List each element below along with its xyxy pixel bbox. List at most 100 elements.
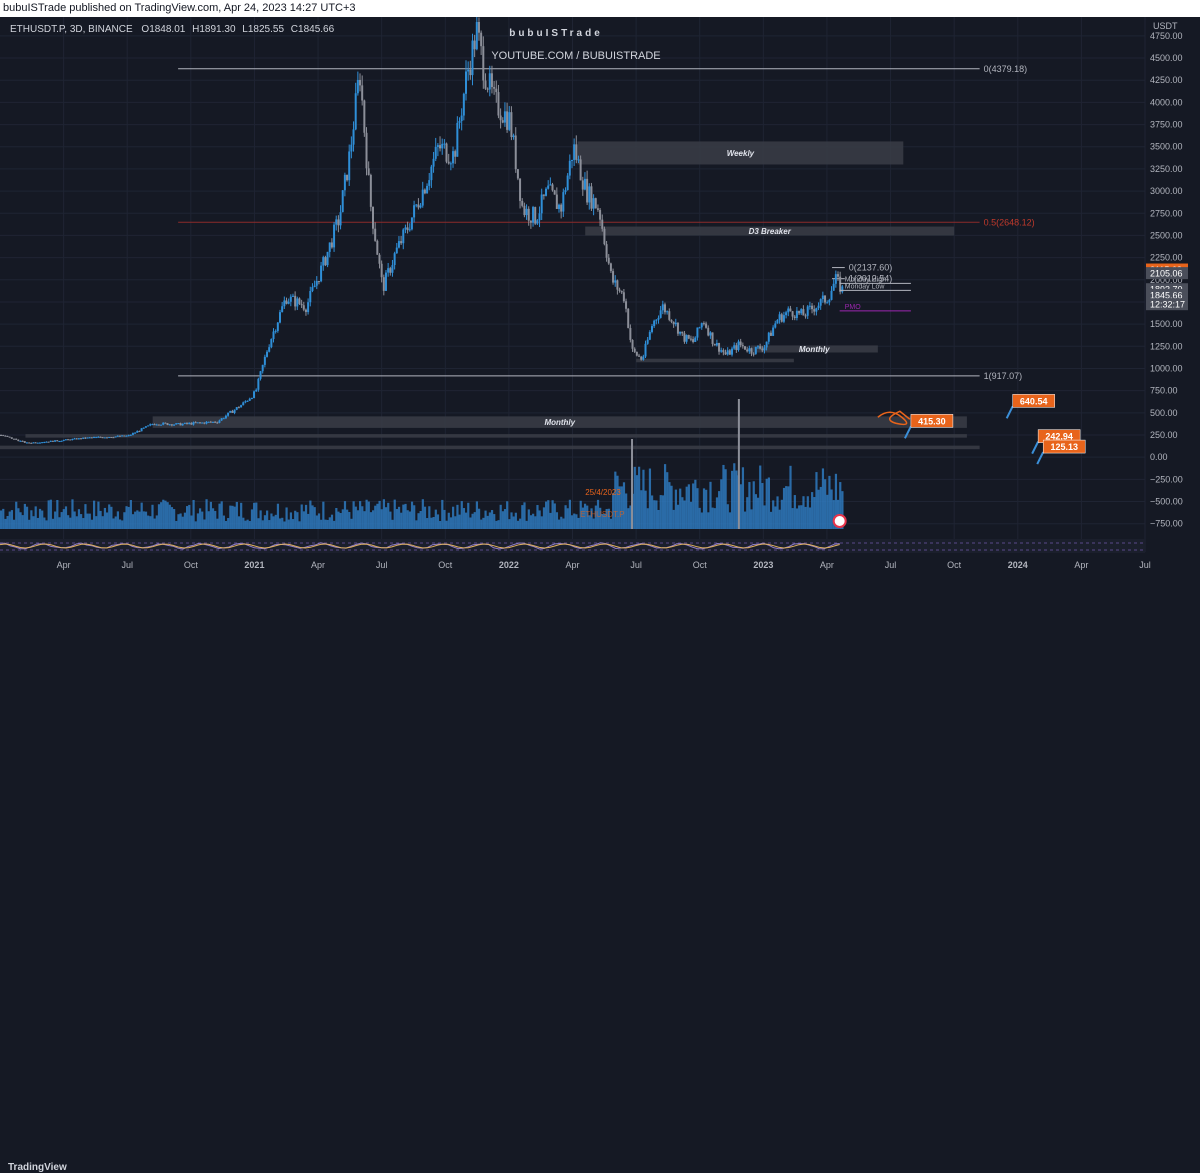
candle-body [523,205,526,216]
volume-bar [101,516,104,529]
candle-body [229,410,232,413]
candle-body [410,217,413,230]
candle-body [534,207,537,224]
volume-bar [648,468,652,529]
candle-body [670,319,673,322]
volume-bar [276,503,280,529]
volume-bar [828,475,831,529]
price-axis[interactable]: 4750.00 4500.00 4250.00 4000.00 3750.00 3500.… [1150,31,1183,529]
candle-body [322,257,325,266]
candle-body [780,314,783,322]
candle-body [198,422,201,424]
volume-bar [557,519,561,529]
candle-body [84,437,87,439]
candle-body [397,241,400,248]
volume-bar [694,479,697,529]
candle-body [92,437,95,439]
candle-body [125,435,128,437]
volume-bar [709,481,712,529]
volume-bar [97,501,100,529]
volume-bar [702,488,706,529]
candle-body [620,290,623,293]
candle-body [151,424,154,426]
price-chart[interactable]: Weekly D3 Breaker Monthly Monthly 25/4/2023… [0,10,1200,580]
chart-area[interactable]: Weekly D3 Breaker Monthly Monthly 25/4/2023… [0,10,1200,580]
volume-bar [108,504,111,529]
candle-body [25,442,28,444]
candle-body [443,143,446,145]
event-flag-icon[interactable] [832,514,847,528]
candle-body [815,308,818,312]
volume-bar [573,513,576,529]
candle-body [685,335,688,342]
volume-bar [8,511,11,529]
candle-body [220,418,223,421]
candle-body [421,189,424,206]
volume-bar [545,501,548,529]
volume-bar [289,512,293,529]
volume-bar [728,512,732,529]
volume-bar [333,520,336,529]
volume-bar [430,517,433,529]
volume-bar [4,518,7,529]
callout-pointer [904,425,912,439]
candle-body [41,442,44,444]
volume-bar [237,516,241,529]
volume-bar [776,496,779,529]
volume-bar [627,508,630,529]
candle-body [659,310,662,318]
volume-bar [579,500,582,529]
volume-bar [700,512,703,529]
volume-bar [774,506,777,529]
volume-bar [534,516,537,529]
volume-bar [599,507,602,529]
volume-bar [679,488,682,529]
candle-body [510,112,513,138]
volume-bar [752,481,755,529]
volume-bar [410,501,414,529]
candle-body [700,323,703,328]
volume-bar [421,499,424,529]
x-tick-label: Apr [1074,560,1088,570]
volume-bar [426,518,429,529]
x-tick-label: Oct [693,560,708,570]
tradingview-logo[interactable]: TradingView [8,1162,67,1173]
volume-bar [84,504,87,529]
candle-body [724,352,727,355]
volume-bar [214,510,217,529]
volume-bar [168,504,171,529]
time-axis[interactable]: Apr Jul Oct 2021 Apr Jul Oct 2022 Apr Jul Oct 2023 A… [57,560,1151,570]
candle-body [631,339,634,349]
volume-bar [227,518,230,529]
volume-bar [625,493,628,529]
candle-body [726,350,729,355]
candle-body [12,438,15,440]
volume-bar [413,505,416,529]
close-value: 1845.66 [298,24,335,35]
candle-body [369,174,372,207]
volume-bar [553,503,556,529]
candle-body [168,424,171,426]
volume-bar [486,515,489,529]
volume-bar [555,512,559,529]
candle-body [62,440,65,442]
candle-body [149,424,152,426]
candle-body [798,310,801,314]
volume-bar [696,488,699,529]
candle-body [34,442,37,444]
volume-bar [817,489,820,529]
volume-bar [676,504,680,529]
volume-bar [313,507,316,529]
volume-bar [683,500,686,529]
candle-body [577,159,580,161]
volume-bar [586,505,589,529]
volume-bar [309,500,312,529]
volume-bar [447,512,450,529]
volume-bar [841,491,844,529]
volume-bar [452,506,455,529]
candle-body [289,296,292,302]
volume-bar [419,510,422,529]
volume-bar [735,470,738,529]
volume-bar [659,495,662,529]
level-label: Monday High [845,276,886,283]
